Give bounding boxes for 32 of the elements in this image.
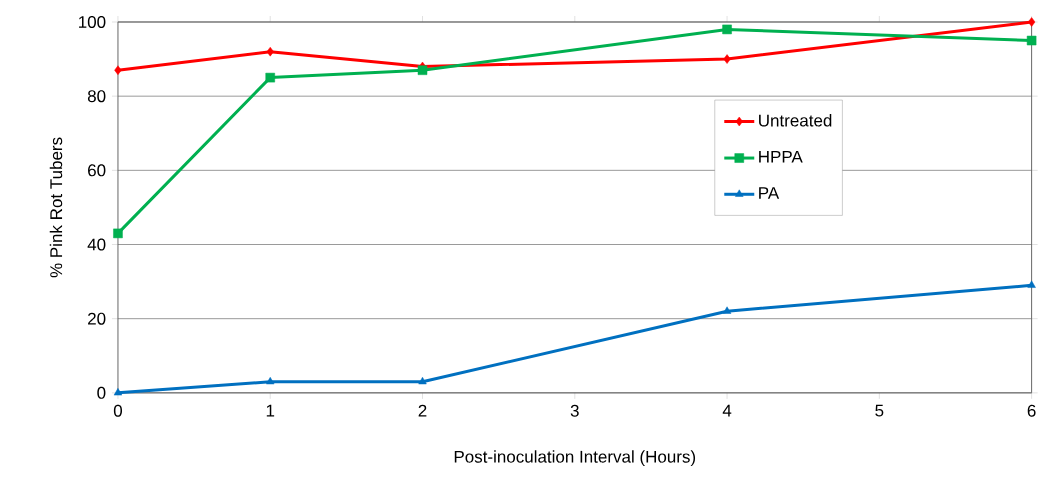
legend-label: PA [759, 187, 780, 199]
point [1027, 280, 1036, 288]
point [266, 47, 274, 57]
legend-label: Untreated [759, 114, 832, 127]
point [1026, 35, 1037, 46]
x-axis-title: Post-inoculation Interval (Hours) [454, 450, 696, 467]
point [265, 72, 275, 83]
point [723, 54, 731, 64]
y-tick-label: 0 [97, 386, 106, 399]
y-tick-label: 40 [87, 238, 106, 251]
x-tick-label: 0 [113, 404, 123, 417]
point [722, 24, 732, 35]
x-tick-label: 3 [570, 404, 579, 417]
point [113, 228, 123, 239]
x-tick-label: 6 [1027, 404, 1036, 417]
point [113, 388, 123, 396]
x-tick-label: 1 [266, 404, 275, 417]
point [722, 306, 732, 314]
point [266, 377, 275, 385]
y-tick-label: 100 [79, 16, 106, 29]
point [417, 65, 428, 76]
point [418, 377, 427, 385]
y-tick-label: 60 [88, 164, 106, 177]
x-tick-label: 2 [418, 404, 427, 417]
y-axis-title: % Pink Rot Tubers [49, 137, 63, 278]
legend-label: HPPA [759, 151, 803, 163]
y-tick-label: 80 [87, 90, 106, 103]
x-tick-label: 5 [875, 404, 884, 417]
x-tick-label: 4 [722, 404, 732, 417]
y-tick-label: 20 [88, 312, 106, 325]
point [1027, 17, 1036, 27]
point [114, 65, 122, 76]
